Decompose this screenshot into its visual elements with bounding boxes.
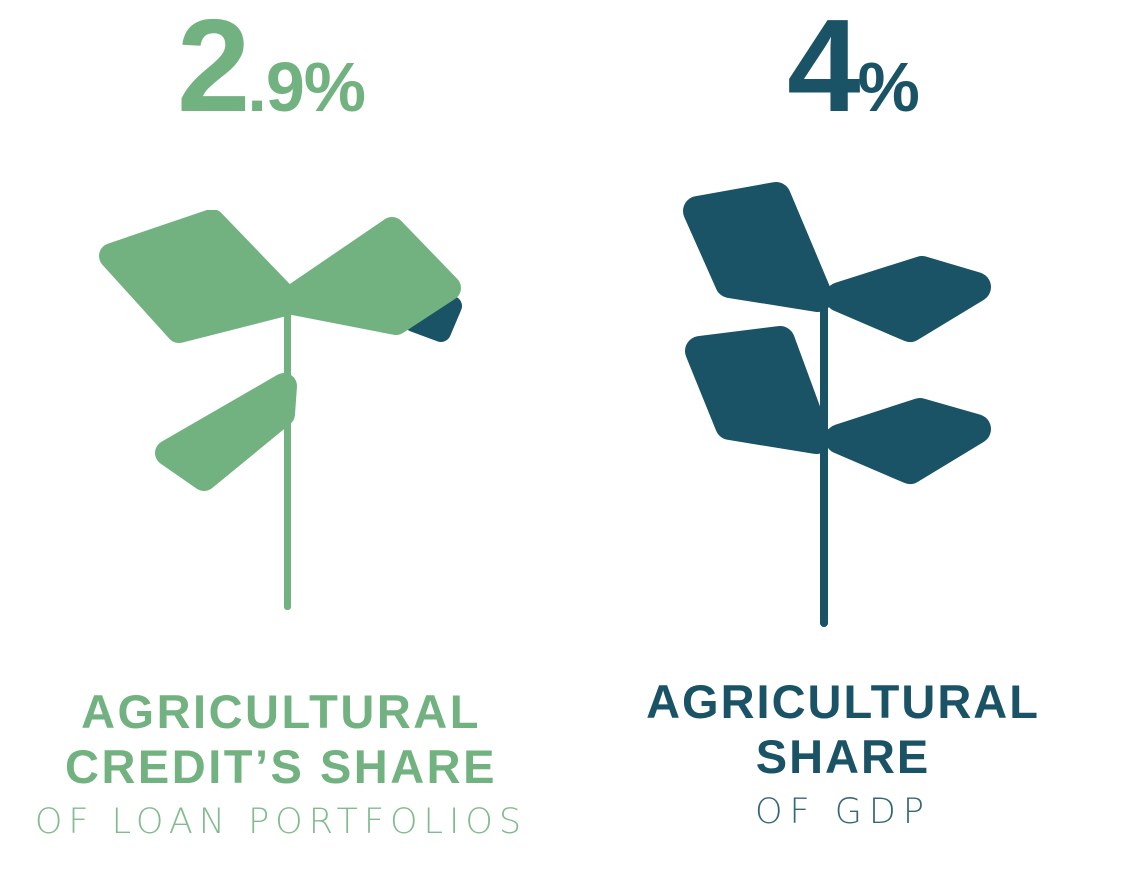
stat-figure-left: 2 .9% [0, 0, 562, 150]
plant-stem [820, 305, 828, 627]
stat-value-main-right: 4 [787, 0, 860, 139]
plant-leaf-upper-right [275, 217, 461, 335]
stat-panel-agricultural-share-gdp: 4 % AGRICULTURAL SHARE OF GDP [562, 0, 1124, 892]
caption-secondary-left: OF LOAN PORTFOLIOS [34, 801, 528, 842]
plant-leaf-upper-right [825, 256, 991, 342]
caption-primary-right: AGRICULTURAL SHARE [646, 675, 1040, 784]
stat-figure-right: 4 % [562, 0, 1124, 150]
plant-leaf-upper-left [683, 182, 833, 312]
stat-value-main-left: 2 [176, 0, 250, 139]
plant-icon-right-wrapper [562, 150, 1124, 670]
caption-secondary-right: OF GDP [755, 791, 931, 832]
stat-value-sub-left: .9% [247, 48, 366, 126]
plant-stem [284, 310, 291, 610]
stat-caption-left: AGRICULTURAL CREDIT’S SHARE OF LOAN PORT… [0, 680, 562, 845]
plant-leaf-lower-left [155, 373, 297, 491]
stat-value-sub-right: % [857, 48, 920, 126]
plant-leaf-lower-left [685, 326, 831, 454]
caption-primary-left: AGRICULTURAL CREDIT’S SHARE [65, 685, 497, 794]
stat-panel-agricultural-credit-share: 2 .9% AGRICULTURAL CREDIT’S SHARE OF LOA… [0, 0, 562, 845]
stat-caption-right: AGRICULTURAL SHARE OF GDP [562, 670, 1124, 835]
plant-leaf-lower-right [825, 398, 991, 484]
plant-leaf-upper-left [99, 210, 302, 343]
seedling-plant-icon-green [99, 210, 462, 610]
plant-icon-left-wrapper [0, 150, 562, 680]
seedling-plant-icon-teal [683, 182, 991, 627]
